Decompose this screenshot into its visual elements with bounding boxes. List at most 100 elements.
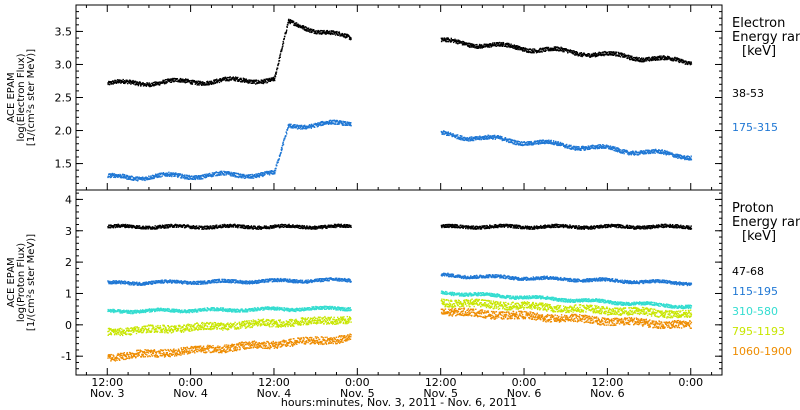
data-point-47-68 — [480, 228, 483, 230]
data-point-38-53 — [612, 51, 615, 53]
data-point-175-315 — [277, 159, 280, 162]
data-point-175-315 — [134, 177, 137, 179]
data-point-175-315 — [602, 145, 604, 148]
data-point-38-53 — [315, 32, 317, 34]
data-point-38-53 — [602, 53, 605, 56]
data-point-38-53 — [493, 42, 496, 45]
data-point-175-315 — [685, 158, 688, 161]
data-point-175-315 — [132, 178, 134, 180]
data-point-38-53 — [457, 40, 459, 43]
data-point-175-315 — [240, 174, 242, 176]
data-point-38-53 — [575, 51, 577, 53]
data-point-175-315 — [608, 146, 610, 148]
data-point-47-68 — [156, 227, 158, 229]
data-point-47-68 — [180, 224, 182, 227]
data-point-38-53 — [490, 43, 492, 45]
data-point-47-68 — [109, 227, 112, 229]
data-point-47-68 — [471, 226, 474, 229]
data-point-175-315 — [625, 149, 627, 152]
data-point-175-315 — [129, 176, 131, 178]
data-point-47-68 — [337, 225, 339, 227]
data-point-47-68 — [309, 226, 312, 228]
data-point-175-315 — [156, 174, 158, 176]
data-point-175-315 — [585, 146, 588, 148]
data-point-38-53 — [338, 32, 341, 35]
data-point-175-315 — [553, 141, 555, 143]
data-point-47-68 — [167, 224, 169, 226]
data-point-38-53 — [239, 77, 241, 80]
data-point-47-68 — [500, 224, 502, 226]
data-point-38-53 — [343, 34, 345, 36]
data-point-38-53 — [477, 46, 480, 48]
data-point-175-315 — [283, 139, 285, 141]
data-point-47-68 — [452, 224, 455, 226]
data-point-38-53 — [597, 54, 600, 56]
data-point-47-68 — [469, 228, 472, 230]
data-point-38-53 — [276, 69, 278, 71]
data-point-175-315 — [676, 154, 678, 157]
data-point-38-53 — [131, 82, 133, 84]
data-point-38-53 — [641, 61, 644, 63]
data-point-38-53 — [148, 85, 150, 87]
data-point-38-53 — [599, 54, 602, 56]
data-point-47-68 — [254, 226, 257, 228]
data-point-175-315 — [249, 177, 252, 179]
data-point-175-315 — [594, 146, 597, 148]
data-point-175-315 — [552, 143, 554, 145]
data-point-47-68 — [144, 226, 147, 229]
data-point-47-68 — [232, 223, 235, 226]
data-point-175-315 — [559, 141, 562, 144]
data-point-47-68 — [455, 225, 457, 228]
data-point-175-315 — [663, 149, 666, 152]
data-point-38-53 — [242, 80, 244, 83]
data-point-175-315 — [285, 131, 288, 133]
data-point-175-315 — [665, 151, 667, 153]
data-point-175-315 — [272, 173, 275, 175]
data-point-175-315 — [538, 143, 540, 145]
data-point-38-53 — [656, 58, 658, 60]
data-point-47-68 — [450, 225, 453, 227]
data-point-175-315 — [659, 151, 662, 154]
data-point-38-53 — [167, 78, 169, 80]
data-point-38-53 — [578, 53, 580, 55]
data-point-47-68 — [494, 225, 496, 228]
data-point-47-68 — [204, 228, 207, 230]
data-point-175-315 — [676, 155, 678, 158]
data-point-38-53 — [669, 57, 671, 59]
data-point-38-53 — [555, 46, 557, 48]
data-point-38-53 — [470, 43, 472, 45]
data-point-38-53 — [660, 59, 662, 61]
data-point-38-53 — [307, 28, 309, 30]
data-point-175-315 — [666, 150, 668, 152]
data-point-175-315 — [178, 173, 181, 175]
data-point-38-53 — [255, 80, 258, 82]
data-point-47-68 — [459, 227, 461, 229]
data-point-38-53 — [643, 60, 645, 63]
data-point-38-53 — [184, 80, 186, 82]
data-point-175-315 — [631, 151, 633, 153]
data-point-175-315 — [150, 175, 152, 177]
data-point-175-315 — [317, 124, 319, 126]
data-point-47-68 — [534, 227, 536, 230]
data-point-47-68 — [206, 227, 208, 230]
data-point-38-53 — [231, 78, 233, 80]
data-point-175-315 — [257, 175, 259, 178]
data-point-175-315 — [239, 176, 241, 178]
data-point-175-315 — [206, 173, 208, 175]
data-point-47-68 — [197, 226, 200, 229]
data-point-47-68 — [519, 225, 522, 227]
data-point-38-53 — [186, 79, 188, 82]
data-point-175-315 — [602, 144, 604, 146]
data-point-175-315 — [660, 152, 662, 155]
data-point-38-53 — [196, 82, 198, 84]
data-point-38-53 — [502, 42, 505, 44]
data-point-47-68 — [285, 224, 288, 227]
data-point-175-315 — [187, 178, 190, 180]
data-point-47-68 — [441, 226, 443, 229]
data-point-175-315 — [632, 150, 634, 153]
data-point-175-315 — [179, 174, 182, 176]
data-point-47-68 — [208, 228, 210, 230]
data-point-175-315 — [583, 147, 585, 149]
data-point-175-315 — [529, 141, 532, 143]
data-point-38-53 — [553, 49, 555, 51]
